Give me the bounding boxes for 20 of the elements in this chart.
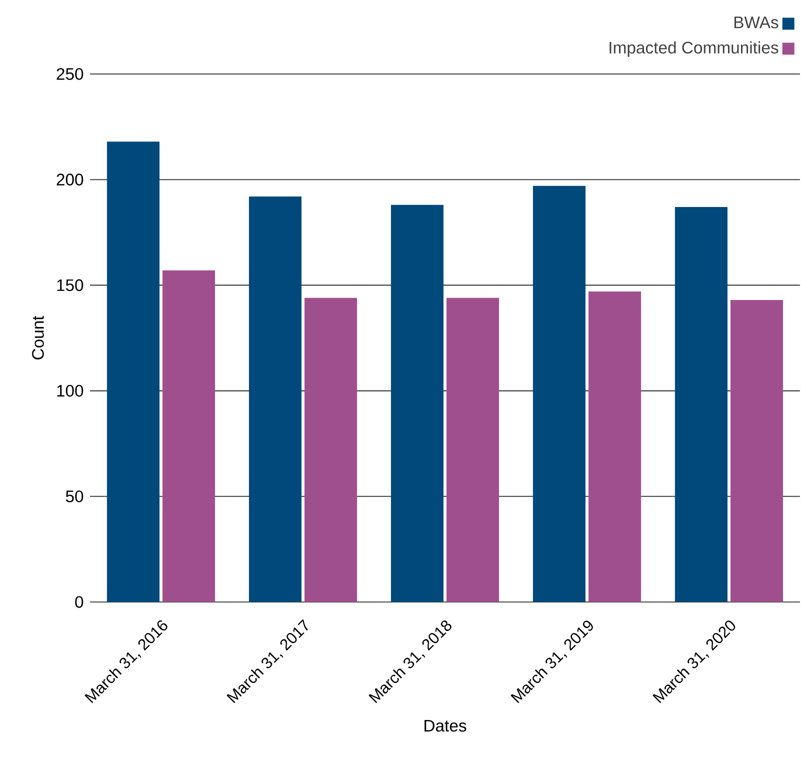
bar: [304, 298, 358, 602]
y-tick-label: 50: [66, 490, 84, 502]
y-axis-title: Count: [32, 316, 44, 360]
y-tick-label: 250: [56, 68, 84, 80]
y-tick-label: 0: [75, 596, 84, 608]
bar: [588, 292, 642, 602]
x-axis-title: Dates: [424, 720, 466, 732]
bar: [248, 196, 302, 602]
y-tick-label: 200: [56, 174, 84, 186]
bar: [390, 204, 444, 602]
y-tick-label: 100: [57, 384, 84, 397]
legend-label: BWAs: [734, 16, 778, 28]
legend-label: Impacted Communities: [610, 41, 778, 57]
bar: [106, 142, 160, 602]
bar: [730, 300, 784, 602]
bar: [446, 298, 500, 602]
bar: [674, 207, 728, 602]
y-tick-label: 150: [57, 279, 84, 292]
bar: [532, 186, 586, 602]
bar: [162, 270, 216, 602]
